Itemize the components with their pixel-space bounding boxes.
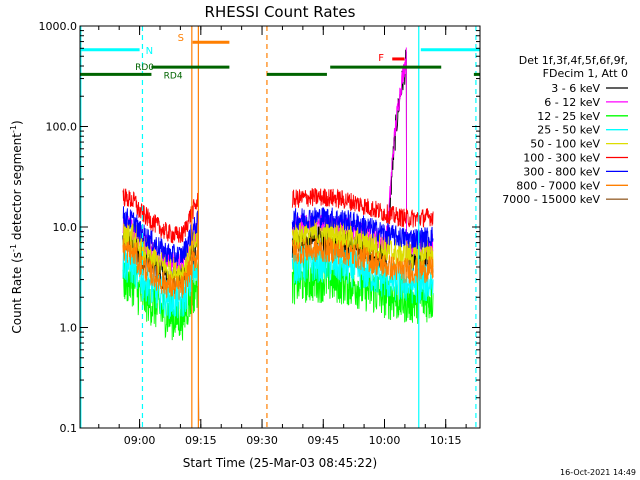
y-axis-label-end: ) xyxy=(10,120,24,125)
legend-entry-label-1: 6 - 12 keV xyxy=(544,96,600,109)
series-line-6-1 xyxy=(291,207,434,251)
night-label: N xyxy=(146,46,153,57)
flare-label: F xyxy=(378,53,384,64)
legend-entry-label-7: 800 - 7000 keV xyxy=(516,179,600,192)
y-tick-label-2: 10.0 xyxy=(53,221,78,234)
x-axis-label: Start Time (25-Mar-03 08:45:22) xyxy=(183,456,377,470)
y-axis-label-sup1: -1 xyxy=(9,244,18,252)
y-tick-label-0: 0.1 xyxy=(60,422,78,435)
legend-entry-label-8: 7000 - 15000 keV xyxy=(502,193,600,206)
series-line-5-1 xyxy=(291,188,434,228)
timestamp: 16-Oct-2021 14:49 xyxy=(560,468,636,477)
series-line-5-0 xyxy=(122,188,201,421)
y-tick-label-1: 1.0 xyxy=(60,322,78,335)
rd4-label: RD4 xyxy=(164,71,183,81)
series-line-6-0 xyxy=(122,206,201,421)
legend-entry-label-6: 300 - 800 keV xyxy=(523,165,600,178)
y-axis-label-main: Count Rate (s xyxy=(10,252,24,334)
x-tick-label-1: 09:15 xyxy=(185,434,217,447)
legend-entry-label-4: 50 - 100 keV xyxy=(530,138,600,151)
legend-header-2: FDecim 1, Att 0 xyxy=(543,67,628,80)
plot-content: N S F RD0 RD4 0.1 1.0 10.0 100.0 1000.0 09:00 09:15… xyxy=(39,20,481,447)
x-tick-label-4: 10:00 xyxy=(369,434,401,447)
x-tick-label-0: 09:00 xyxy=(124,434,156,447)
x-tick-label-5: 10:15 xyxy=(430,434,462,447)
legend-entry-label-5: 100 - 300 keV xyxy=(523,152,600,165)
y-tick-label-4: 1000.0 xyxy=(39,20,78,33)
y-axis-label-sup2: -1 xyxy=(9,125,18,133)
y-axis-label-mid: detector segment xyxy=(10,133,24,244)
legend-entry-label-3: 25 - 50 keV xyxy=(537,124,600,137)
y-tick-label-3: 100.0 xyxy=(46,121,78,134)
rd0-label: RD0 xyxy=(135,63,154,73)
x-tick-label-2: 09:30 xyxy=(246,434,278,447)
legend-entry-label-0: 3 - 6 keV xyxy=(551,82,600,95)
legend: Det 1f,3f,4f,5f,6f,9f,FDecim 1, Att 0 3 -… xyxy=(502,54,628,206)
series-line-7-0 xyxy=(122,238,201,421)
legend-entry-label-2: 12 - 25 keV xyxy=(537,110,600,123)
chart-title: RHESSI Count Rates xyxy=(205,3,356,21)
legend-header-1: Det 1f,3f,4f,5f,6f,9f, xyxy=(519,54,628,67)
saa-label: S xyxy=(178,33,184,44)
series-line-7-1 xyxy=(291,236,434,284)
y-axis-label: Count Rate (s-1 detector segment-1) xyxy=(9,120,24,333)
x-tick-label-3: 09:45 xyxy=(307,434,339,447)
